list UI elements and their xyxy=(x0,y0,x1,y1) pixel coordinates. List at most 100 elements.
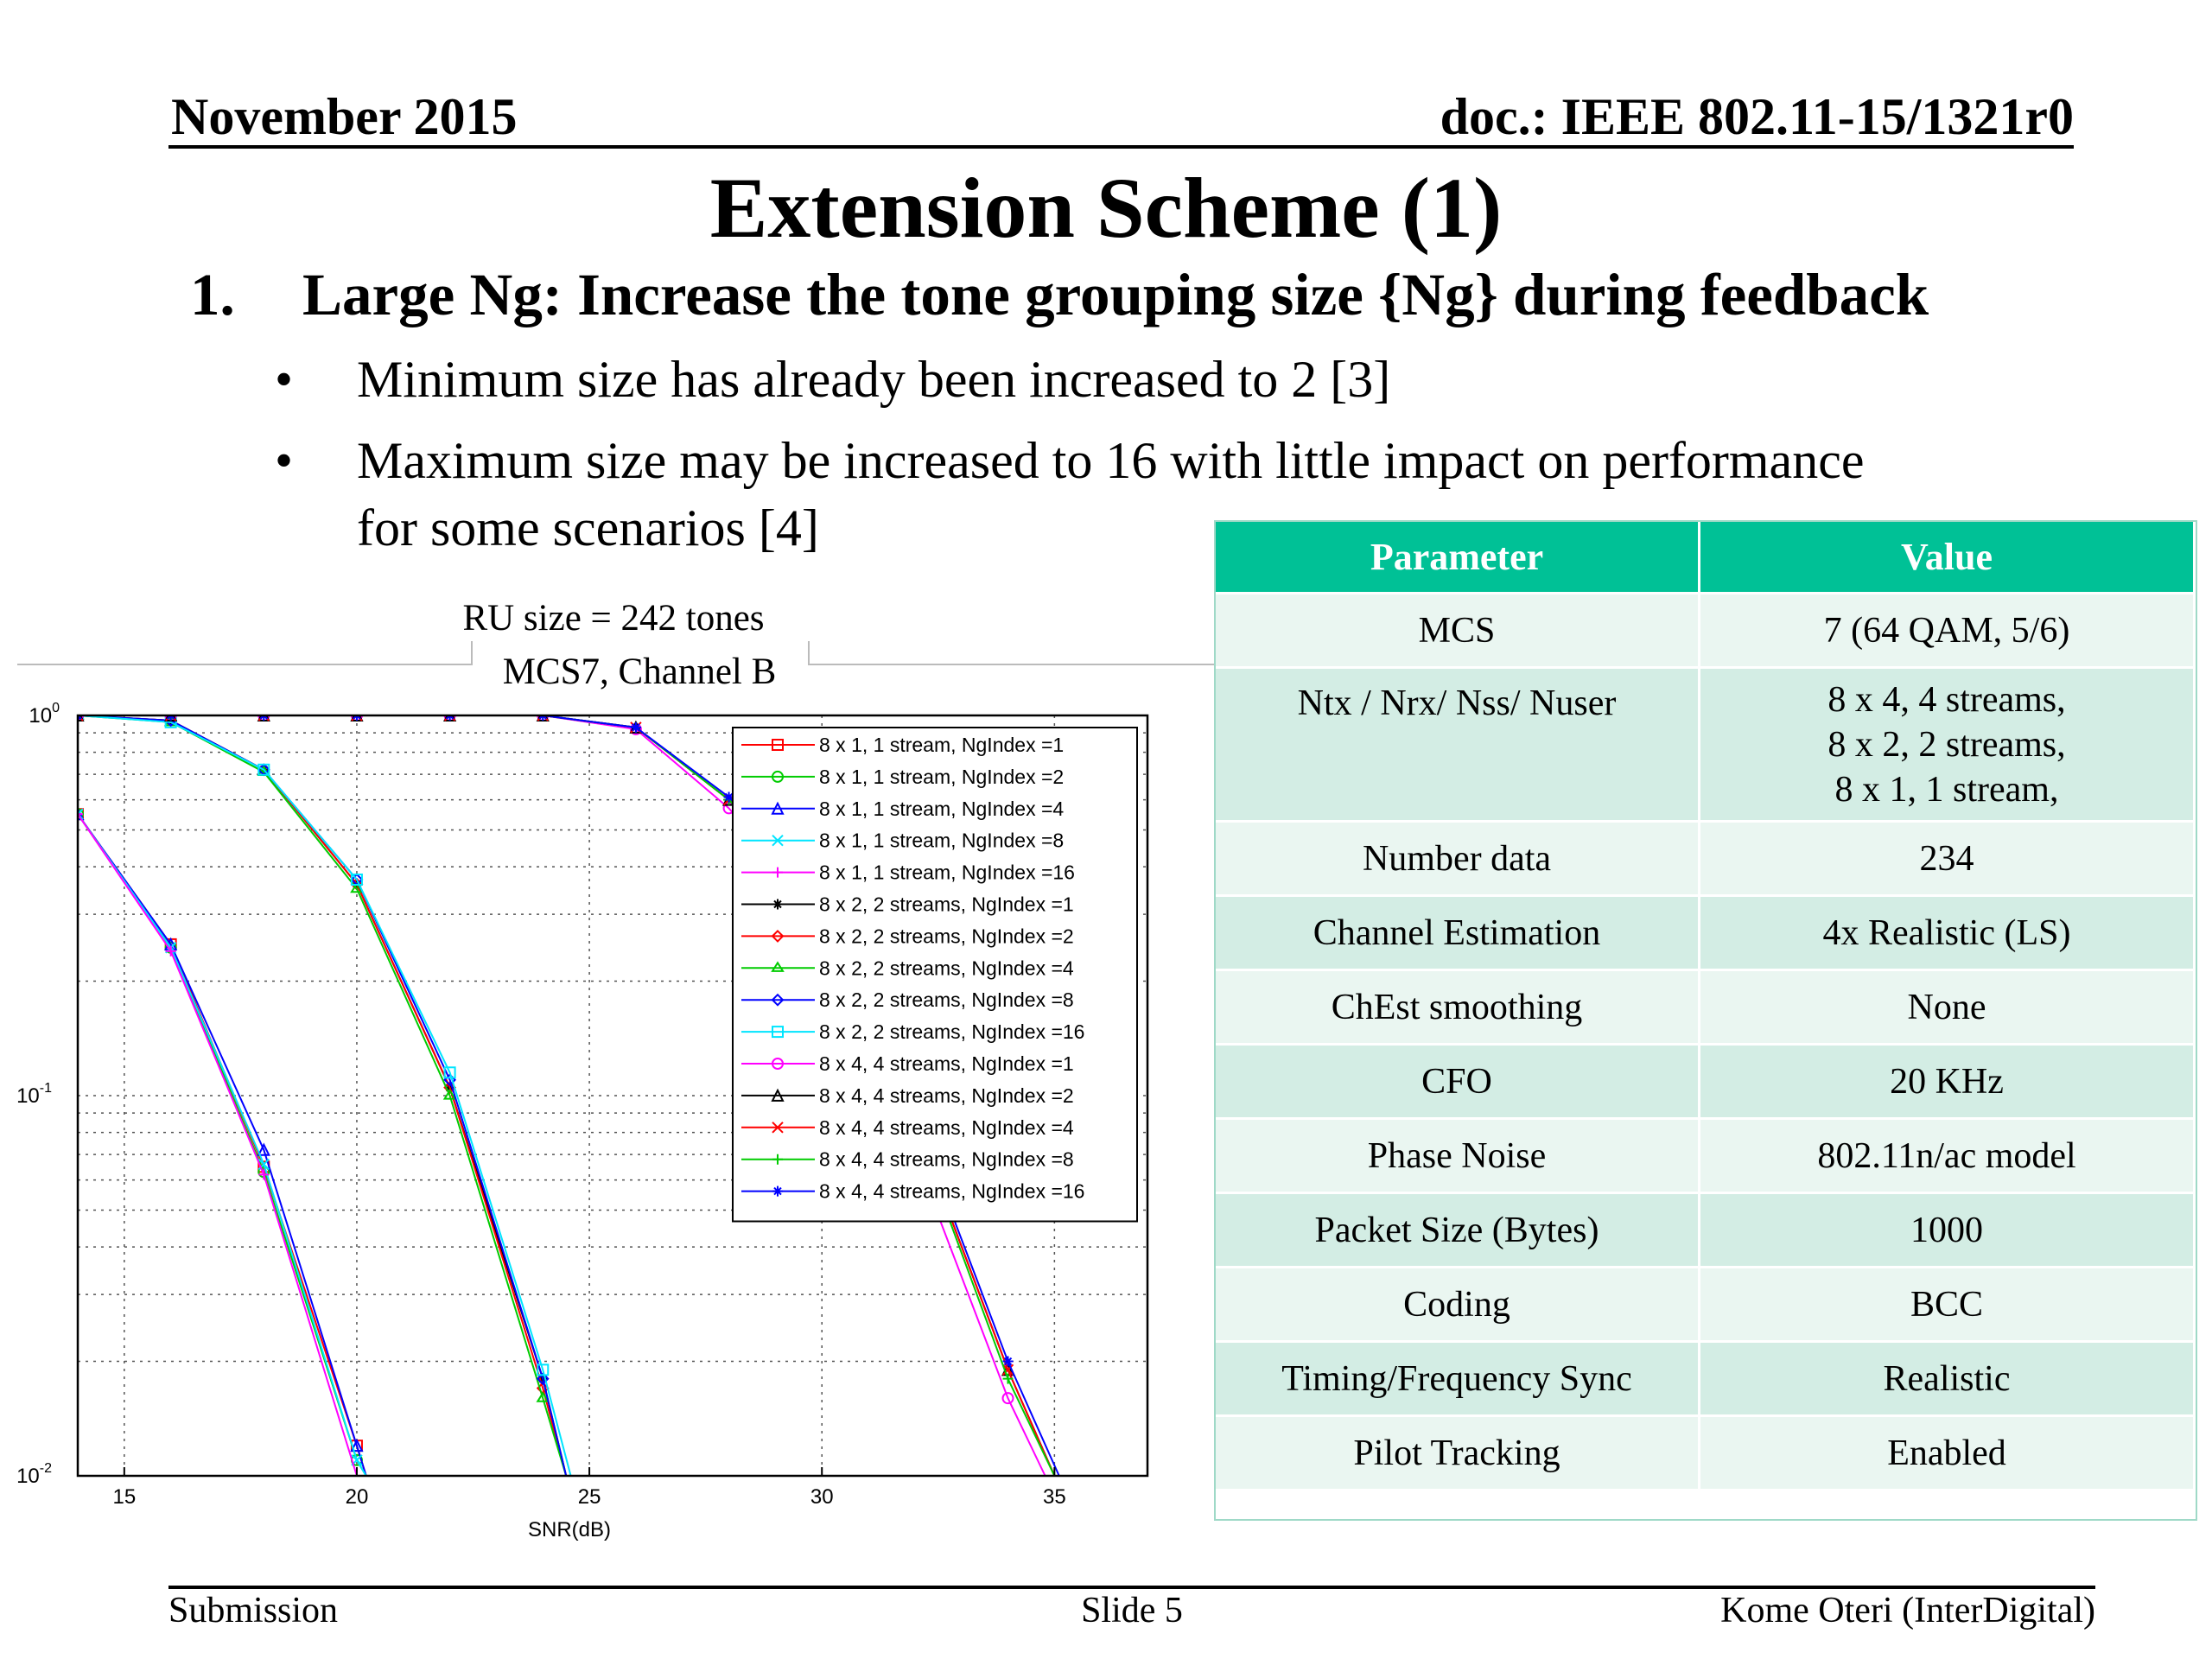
table-cell-value: 1000 xyxy=(1700,1194,2196,1268)
series-marker xyxy=(772,1154,783,1165)
series-marker xyxy=(771,801,785,815)
series-marker xyxy=(1001,1363,1014,1376)
legend-box xyxy=(732,727,1138,1223)
table-cell-parameter: Ntx / Nrx/ Nss/ Nuser xyxy=(1216,669,1700,823)
bullet-2-text-line1: Maximum size may be increased to 16 with… xyxy=(357,432,1865,489)
bullet-1-symbol: • xyxy=(275,351,294,408)
table-cell-parameter: Coding xyxy=(1216,1268,1700,1343)
legend-label: 8 x 1, 1 stream, NgIndex =1 xyxy=(819,734,1064,756)
series-marker xyxy=(350,881,364,893)
footer-rule xyxy=(168,1586,2095,1589)
ber-chart: 15 20 25 30 35 100 10-1 10-2 SNR(dB) 8 x 1, 1 str… xyxy=(16,701,1149,1541)
x-tick-label: 35 xyxy=(1043,1485,1066,1509)
series-marker xyxy=(772,1026,784,1039)
x-tick-label: 25 xyxy=(578,1485,601,1509)
series-marker xyxy=(772,770,784,783)
series-line xyxy=(78,813,367,1476)
legend-label: 8 x 4, 4 streams, NgIndex =16 xyxy=(819,1180,1084,1203)
legend-label: 8 x 2, 2 streams, NgIndex =8 xyxy=(819,988,1074,1011)
point-number: 1. xyxy=(190,262,235,327)
table-cell-value: 802.11n/ac model xyxy=(1700,1120,2196,1194)
legend: 8 x 1, 1 stream, NgIndex =1 8 x 1, 1 stre… xyxy=(732,727,1138,1223)
series-marker xyxy=(771,961,785,972)
series-marker xyxy=(772,739,784,751)
table-cell-value: BCC xyxy=(1700,1268,2196,1343)
series-marker xyxy=(1001,1392,1014,1405)
x-tick-label: 30 xyxy=(810,1485,834,1509)
header-date: November 2015 xyxy=(171,88,518,145)
series-marker xyxy=(257,1142,270,1156)
caption-rule-left xyxy=(17,664,471,665)
legend-label: 8 x 1, 1 stream, NgIndex =4 xyxy=(819,798,1064,820)
series-marker xyxy=(772,834,784,847)
header-doc-id: doc.: IEEE 802.11-15/1321r0 xyxy=(1440,88,2074,145)
table-header-parameter: Parameter xyxy=(1216,522,1700,594)
series-marker xyxy=(1002,1373,1014,1384)
table-cell-value: 20 KHz xyxy=(1700,1046,2196,1120)
series-marker xyxy=(78,809,83,820)
series-marker xyxy=(443,1066,456,1079)
table-cell-parameter: Channel Estimation xyxy=(1216,897,1700,971)
table-cell-value: None xyxy=(1700,971,2196,1046)
legend-label: 8 x 4, 4 streams, NgIndex =8 xyxy=(819,1148,1074,1171)
series-marker xyxy=(772,867,783,878)
bullet-1-text: Minimum size has already been increased … xyxy=(357,351,1391,408)
legend-label: 8 x 1, 1 stream, NgIndex =16 xyxy=(819,861,1075,884)
series-marker xyxy=(772,1122,784,1134)
header-rule xyxy=(168,145,2074,149)
table-cell-parameter: Phase Noise xyxy=(1216,1120,1700,1194)
table-cell-value: 234 xyxy=(1700,823,2196,897)
legend-label: 8 x 2, 2 streams, NgIndex =16 xyxy=(819,1020,1084,1043)
series-marker xyxy=(442,1089,457,1100)
series-marker xyxy=(630,721,641,733)
plot-frame xyxy=(76,714,1149,1478)
series-marker xyxy=(165,945,176,957)
table-cell-parameter: Packet Size (Bytes) xyxy=(1216,1194,1700,1268)
y-tick-label: 10-1 xyxy=(16,1081,52,1108)
caption-rule-tick-left xyxy=(471,641,473,665)
table-cell-parameter: Pilot Tracking xyxy=(1216,1417,1700,1491)
table-cell-parameter: CFO xyxy=(1216,1046,1700,1120)
bullet-2-symbol: • xyxy=(275,432,294,489)
table-cell-parameter: Timing/Frequency Sync xyxy=(1216,1343,1700,1417)
series-marker xyxy=(771,1088,785,1102)
legend-label: 8 x 1, 1 stream, NgIndex =8 xyxy=(819,830,1064,852)
series-marker xyxy=(78,808,84,820)
table-cell-parameter: Number data xyxy=(1216,823,1700,897)
x-tick-label: 20 xyxy=(346,1485,369,1509)
legend-label: 8 x 1, 1 stream, NgIndex =2 xyxy=(819,766,1064,788)
series-marker xyxy=(537,1363,550,1376)
legend-label: 8 x 4, 4 streams, NgIndex =4 xyxy=(819,1116,1074,1139)
legend-label: 8 x 4, 4 streams, NgIndex =2 xyxy=(819,1084,1074,1107)
table-cell-value: Realistic xyxy=(1700,1343,2196,1417)
x-axis-label: SNR(dB) xyxy=(528,1518,611,1541)
series-marker xyxy=(536,1391,550,1402)
series-marker xyxy=(350,1438,364,1452)
footer-author: Kome Oteri (InterDigital) xyxy=(1720,1591,2095,1630)
series-marker xyxy=(771,929,785,943)
legend-label: 8 x 2, 2 streams, NgIndex =1 xyxy=(819,893,1074,916)
series-marker xyxy=(772,899,783,910)
series-marker xyxy=(772,1058,784,1070)
series-marker xyxy=(258,1169,270,1180)
slide-title: Extension Scheme (1) xyxy=(709,160,1503,256)
legend-label: 8 x 4, 4 streams, NgIndex =1 xyxy=(819,1052,1074,1075)
caption-rule-right xyxy=(808,664,1214,665)
series-marker xyxy=(723,791,734,803)
footer-slide-number: Slide 5 xyxy=(1081,1591,1183,1630)
table-cell-parameter: MCS xyxy=(1216,594,1700,669)
table-cell-value: 4x Realistic (LS) xyxy=(1700,897,2196,971)
series-marker xyxy=(257,763,270,776)
table-cell-value: 7 (64 QAM, 5/6) xyxy=(1700,594,2196,669)
legend-label: 8 x 2, 2 streams, NgIndex =4 xyxy=(819,957,1074,979)
caption-rule-tick-right xyxy=(808,641,810,665)
series-marker xyxy=(1002,1356,1014,1367)
legend-label: 8 x 2, 2 streams, NgIndex =2 xyxy=(819,925,1074,947)
series-marker xyxy=(350,873,363,886)
plot-caption-ru: RU size = 242 tones xyxy=(462,598,765,639)
series-marker xyxy=(772,1185,783,1197)
series-line xyxy=(78,715,572,1476)
parameter-table: Parameter Value MCS 7 (64 QAM, 5/6) Ntx / Nr… xyxy=(1214,520,2197,1521)
point-heading: Large Ng: Increase the tone grouping siz… xyxy=(302,262,1929,327)
x-tick-label: 15 xyxy=(112,1485,136,1509)
